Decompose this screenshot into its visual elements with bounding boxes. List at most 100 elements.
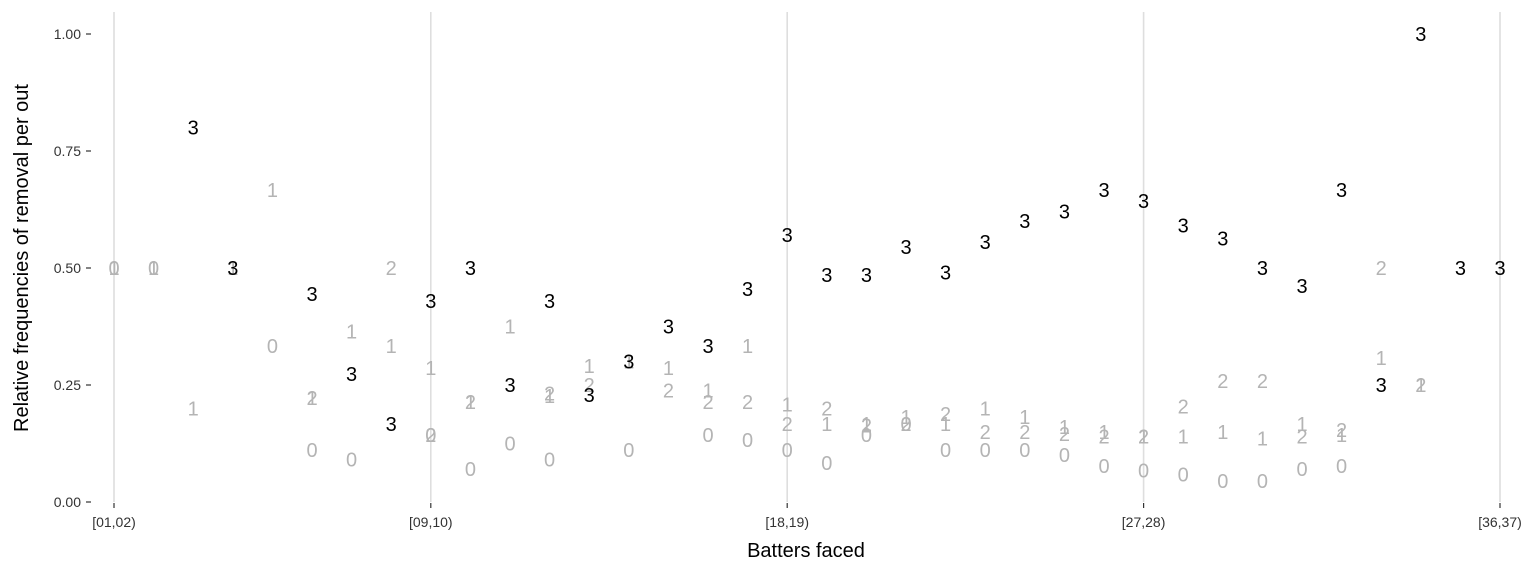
x-tick-label: [36,37): [1478, 514, 1522, 530]
point-outs-2: 2: [544, 383, 555, 405]
point-outs-1: 1: [623, 352, 634, 374]
point-outs-3: 3: [1415, 24, 1426, 46]
x-tick-label: [09,10): [409, 514, 453, 530]
point-outs-3: 3: [1217, 229, 1228, 251]
point-outs-2: 2: [1059, 424, 1070, 446]
point-outs-1: 1: [1217, 422, 1228, 444]
point-outs-2: 2: [742, 392, 753, 414]
point-outs-2: 2: [940, 404, 951, 426]
axes: [01,02) [09,10) [18,19) [27,28) [36,37) 0.00 0…: [54, 26, 1522, 530]
point-outs-0: 0: [504, 434, 515, 456]
point-outs-1: 1: [148, 258, 159, 280]
point-outs-3: 3: [1296, 276, 1307, 298]
point-outs-3: 3: [861, 265, 872, 287]
point-outs-0: 0: [1019, 440, 1030, 462]
point-outs-1: 1: [663, 358, 674, 380]
point-outs-1: 1: [465, 392, 476, 414]
point-outs-3: 3: [1138, 191, 1149, 213]
point-outs-3: 3: [425, 291, 436, 313]
point-outs-2: 2: [702, 392, 713, 414]
x-tick-label: [01,02): [92, 514, 136, 530]
point-outs-3: 3: [1257, 258, 1268, 280]
point-outs-3: 3: [663, 317, 674, 339]
point-outs-2: 2: [1019, 422, 1030, 444]
point-outs-2: 2: [980, 422, 991, 444]
point-outs-1: 1: [386, 336, 397, 358]
point-outs-1: 1: [861, 414, 872, 436]
point-outs-2: 2: [900, 414, 911, 436]
point-outs-1: 1: [267, 180, 278, 202]
point-outs-3: 3: [1098, 180, 1109, 202]
point-outs-2: 2: [663, 381, 674, 403]
point-outs-2: 2: [465, 392, 476, 414]
point-outs-3: 3: [1376, 375, 1387, 397]
point-outs-0: 0: [821, 453, 832, 475]
point-outs-2: 2: [306, 388, 317, 410]
point-outs-1: 1: [742, 336, 753, 358]
point-outs-3: 3: [504, 375, 515, 397]
point-outs-1: 1: [980, 398, 991, 420]
x-axis-title: Batters faced: [747, 540, 865, 562]
point-outs-0: 0: [980, 440, 991, 462]
point-outs-0: 0: [742, 430, 753, 452]
point-outs-0: 0: [1059, 445, 1070, 467]
point-outs-1: 1: [702, 381, 713, 403]
point-outs-3: 3: [1059, 201, 1070, 223]
point-outs-3: 3: [465, 258, 476, 280]
point-outs-1: 1: [1296, 414, 1307, 436]
point-outs-3: 3: [940, 263, 951, 285]
point-outs-1: 1: [1059, 417, 1070, 439]
point-outs-3: 3: [544, 291, 555, 313]
point-outs-3: 3: [900, 237, 911, 259]
point-outs-2: 2: [1376, 258, 1387, 280]
point-outs-0: 0: [702, 425, 713, 447]
y-tick-label: 0.00: [54, 494, 81, 510]
point-outs-0: 0: [425, 425, 436, 447]
point-outs-1: 1: [1138, 426, 1149, 448]
point-outs-1: 1: [346, 322, 357, 344]
point-outs-3: 3: [702, 336, 713, 358]
point-outs-2: 2: [1257, 371, 1268, 393]
point-outs-1: 1: [425, 358, 436, 380]
point-outs-2: 2: [1217, 371, 1228, 393]
y-tick-label: 1.00: [54, 26, 81, 42]
point-outs-1: 1: [1376, 348, 1387, 370]
point-outs-3: 3: [742, 279, 753, 301]
point-outs-1: 1: [900, 407, 911, 429]
point-outs-2: 2: [821, 398, 832, 420]
point-outs-0: 0: [148, 258, 159, 280]
point-outs-1: 1: [188, 398, 199, 420]
point-outs-0: 0: [1336, 456, 1347, 478]
point-outs-1: 1: [504, 317, 515, 339]
point-outs-1: 1: [782, 395, 793, 417]
point-outs-3: 3: [188, 118, 199, 140]
point-outs-0: 0: [940, 440, 951, 462]
point-outs-2: 2: [1296, 426, 1307, 448]
point-outs-3: 3: [1019, 211, 1030, 233]
point-outs-3: 3: [821, 265, 832, 287]
point-outs-3: 3: [782, 225, 793, 247]
point-outs-1: 1: [1336, 425, 1347, 447]
point-outs-2: 2: [782, 414, 793, 436]
y-tick-label: 0.50: [54, 260, 81, 276]
point-outs-3: 3: [584, 385, 595, 407]
point-outs-0: 0: [623, 440, 634, 462]
point-outs-3: 3: [980, 232, 991, 254]
point-outs-0: 0: [465, 459, 476, 481]
point-outs-1: 1: [227, 258, 238, 280]
point-outs-2: 2: [1098, 426, 1109, 448]
point-outs-0: 0: [108, 258, 119, 280]
y-tick-label: 0.25: [54, 377, 81, 393]
point-outs-3: 3: [1494, 258, 1505, 280]
point-outs-3: 3: [1178, 215, 1189, 237]
point-outs-0: 0: [544, 449, 555, 471]
point-outs-3: 3: [1455, 258, 1466, 280]
point-outs-0: 0: [861, 425, 872, 447]
point-outs-0: 0: [306, 440, 317, 462]
point-outs-3: 3: [306, 284, 317, 306]
point-outs-2: 2: [1138, 426, 1149, 448]
point-outs-0: 0: [782, 440, 793, 462]
point-outs-2: 2: [1336, 420, 1347, 442]
